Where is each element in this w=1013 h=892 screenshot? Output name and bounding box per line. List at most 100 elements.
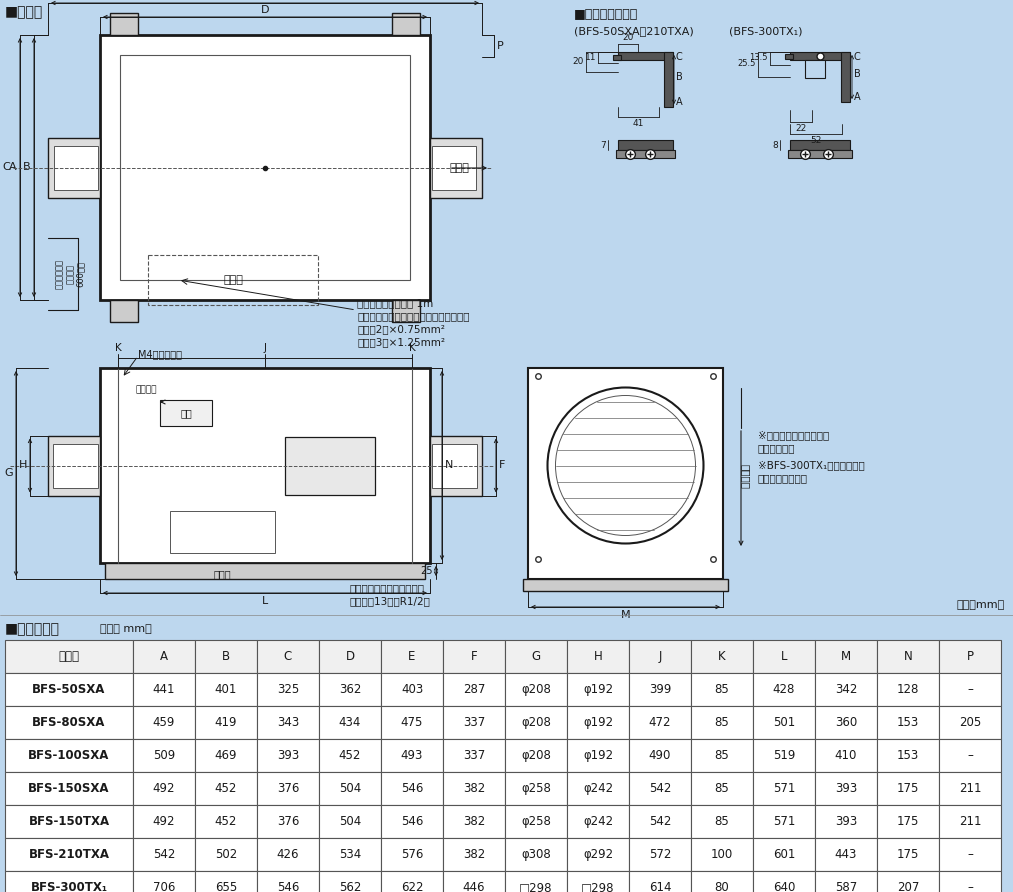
Text: H: H — [18, 460, 27, 470]
Bar — [443, 739, 505, 772]
Text: 655: 655 — [215, 881, 237, 892]
Text: B: B — [676, 72, 683, 82]
Text: 490: 490 — [648, 749, 672, 762]
Text: φ258: φ258 — [521, 815, 551, 828]
Text: G: G — [532, 650, 541, 663]
Text: 399: 399 — [648, 683, 672, 696]
Text: 41: 41 — [632, 119, 643, 128]
Text: 376: 376 — [277, 815, 299, 828]
Text: 85: 85 — [714, 716, 729, 729]
Text: L: L — [262, 596, 268, 606]
Text: φ208: φ208 — [521, 716, 551, 729]
Text: 472: 472 — [648, 716, 672, 729]
Text: 20: 20 — [572, 57, 585, 67]
Bar — [877, 640, 939, 673]
Text: 441: 441 — [153, 683, 175, 696]
Text: 542: 542 — [648, 782, 672, 795]
Text: ※BFS-300TX₁は角ダクトを: ※BFS-300TX₁は角ダクトを — [758, 460, 865, 470]
Bar — [5, 706, 133, 739]
Bar — [567, 772, 629, 805]
Bar — [567, 838, 629, 871]
Text: L: L — [781, 650, 787, 663]
Text: N: N — [904, 650, 913, 663]
Text: 475: 475 — [401, 716, 423, 729]
Bar — [133, 838, 194, 871]
Text: 205: 205 — [959, 716, 982, 729]
Text: 571: 571 — [773, 782, 795, 795]
Bar — [567, 805, 629, 838]
Text: 25: 25 — [420, 566, 433, 576]
Bar — [381, 706, 443, 739]
Bar — [815, 838, 877, 871]
Text: F: F — [499, 460, 505, 470]
Text: 三相：3芯×1.25mm²: 三相：3芯×1.25mm² — [357, 337, 445, 347]
Bar — [939, 739, 1001, 772]
Text: ドレン抜き（キャップ付）: ドレン抜き（キャップ付） — [350, 583, 425, 593]
Text: H: H — [594, 650, 603, 663]
Text: M: M — [621, 610, 630, 620]
Text: 410: 410 — [835, 749, 857, 762]
Bar — [877, 805, 939, 838]
Text: 509: 509 — [153, 749, 175, 762]
Text: 異なります。: 異なります。 — [758, 443, 795, 453]
Text: J: J — [263, 343, 266, 353]
Text: （単位mm）: （単位mm） — [956, 600, 1005, 610]
Bar — [815, 871, 877, 892]
Text: K: K — [408, 343, 415, 353]
Text: 446: 446 — [463, 881, 485, 892]
Text: 342: 342 — [835, 683, 857, 696]
Bar — [505, 640, 567, 673]
Text: 343: 343 — [277, 716, 299, 729]
Bar — [691, 739, 753, 772]
Text: 点検口: 点検口 — [213, 569, 231, 579]
Text: (BFS-300TX₁): (BFS-300TX₁) — [729, 26, 802, 36]
Text: 393: 393 — [277, 749, 299, 762]
Bar — [194, 640, 257, 673]
Bar — [133, 640, 194, 673]
Text: BFS-210TXA: BFS-210TXA — [28, 848, 109, 861]
Text: G: G — [4, 468, 13, 478]
Text: 25.5: 25.5 — [737, 60, 756, 69]
Text: 504: 504 — [339, 815, 361, 828]
Text: BFS-150SXA: BFS-150SXA — [28, 782, 109, 795]
Text: 519: 519 — [773, 749, 795, 762]
Bar — [815, 706, 877, 739]
Bar — [5, 772, 133, 805]
Text: 20: 20 — [622, 33, 634, 42]
Bar — [629, 772, 691, 805]
Bar — [567, 673, 629, 706]
Text: J: J — [658, 650, 661, 663]
Bar — [691, 871, 753, 892]
Bar — [613, 55, 621, 60]
Bar — [432, 443, 477, 488]
Bar — [753, 871, 815, 892]
Text: 207: 207 — [897, 881, 919, 892]
Bar — [877, 739, 939, 772]
Bar — [257, 838, 319, 871]
Bar — [443, 838, 505, 871]
Text: 175: 175 — [897, 782, 919, 795]
Bar — [443, 805, 505, 838]
Bar — [194, 673, 257, 706]
Text: 回転方向: 回転方向 — [135, 385, 156, 394]
Text: 360: 360 — [835, 716, 857, 729]
Bar — [753, 673, 815, 706]
Text: 501: 501 — [773, 716, 795, 729]
Bar — [815, 673, 877, 706]
Bar — [567, 706, 629, 739]
Bar — [567, 871, 629, 892]
Text: 504: 504 — [339, 782, 361, 795]
Bar — [523, 579, 728, 591]
Bar — [785, 54, 793, 59]
Bar — [753, 805, 815, 838]
Bar — [319, 772, 381, 805]
Text: 11: 11 — [585, 53, 596, 62]
Text: 534: 534 — [339, 848, 361, 861]
Text: M4アースねじ: M4アースねじ — [138, 349, 182, 359]
Text: B: B — [854, 69, 861, 79]
Bar — [877, 706, 939, 739]
Bar — [616, 150, 675, 158]
Bar — [100, 368, 430, 563]
Text: 459: 459 — [153, 716, 175, 729]
Text: 85: 85 — [714, 815, 729, 828]
